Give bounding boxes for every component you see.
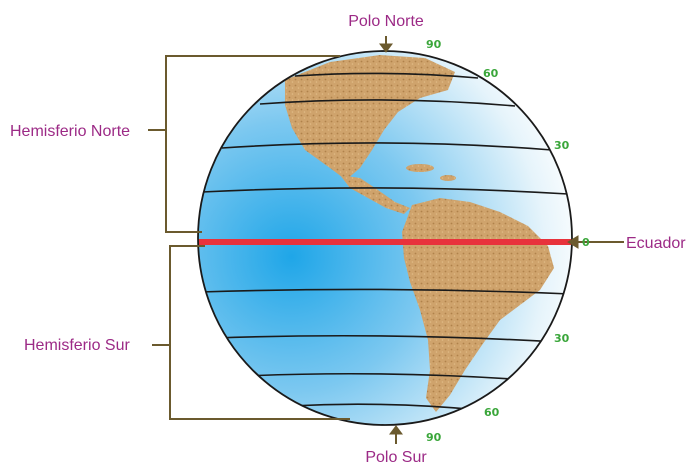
hemisphere-brackets xyxy=(148,55,350,420)
parallel-line xyxy=(259,99,516,107)
parallel-line xyxy=(244,372,528,381)
parallel-line xyxy=(201,187,569,195)
south-hemisphere-bracket xyxy=(169,245,350,420)
latitude-north-90: 90 xyxy=(426,38,442,51)
latitude-north-60: 60 xyxy=(483,67,499,80)
central-america-landmass xyxy=(340,175,410,214)
north-america-landmass xyxy=(285,55,455,180)
latitude-south-90: 90 xyxy=(426,431,442,444)
parallel-line xyxy=(294,72,479,79)
latitude-equator-0: 0 xyxy=(582,236,590,249)
north-pole-label: Polo Norte xyxy=(348,13,424,30)
latitude-south-30: 30 xyxy=(554,332,570,345)
globe xyxy=(197,50,573,426)
south-america-landmass xyxy=(402,198,554,412)
latitude-south-60: 60 xyxy=(484,406,500,419)
parallel-line xyxy=(289,403,481,411)
equator-arrowhead xyxy=(567,235,579,249)
south-pole-arrowhead xyxy=(389,425,403,435)
pointer-arrows xyxy=(379,36,624,444)
southern-hemisphere-label: Hemisferio Sur xyxy=(24,337,130,354)
northern-hemisphere-label: Hemisferio Norte xyxy=(10,123,130,140)
parallel-line xyxy=(214,334,558,343)
caribbean-island xyxy=(406,164,434,172)
caribbean-island xyxy=(440,175,456,181)
equator-label: Ecuador xyxy=(626,235,686,252)
north-pole-arrowhead xyxy=(379,43,393,53)
north-hemisphere-bracket xyxy=(165,55,340,233)
latitude-north-30: 30 xyxy=(554,139,570,152)
latitude-lines xyxy=(199,72,571,411)
parallel-line xyxy=(199,288,571,295)
parallel-line xyxy=(221,142,553,151)
south-pole-label: Polo Sur xyxy=(365,449,427,466)
